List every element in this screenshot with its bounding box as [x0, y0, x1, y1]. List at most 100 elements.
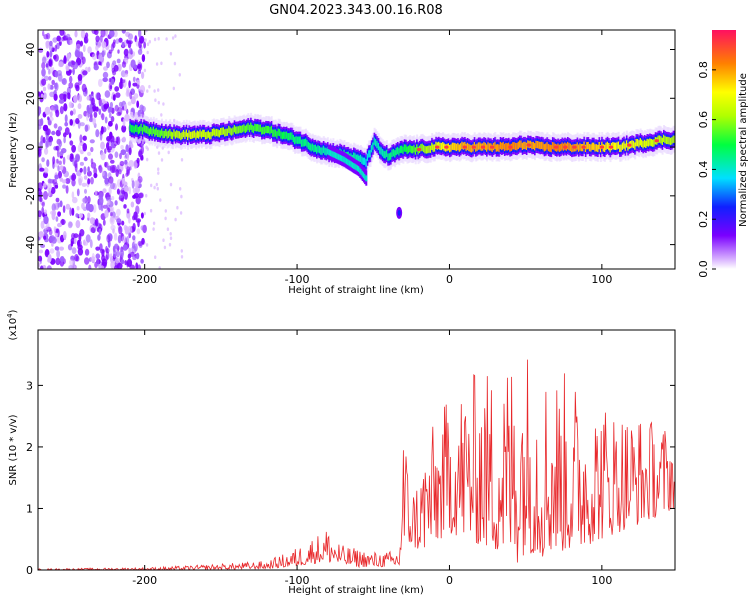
noise-speckle [108, 153, 113, 160]
sparse-speckle [171, 36, 175, 40]
noise-speckle [59, 200, 63, 208]
ridge-core [639, 138, 642, 146]
noise-speckle [119, 248, 124, 258]
ridge-core [143, 124, 146, 132]
noise-speckle [121, 235, 127, 244]
noise-speckle [63, 31, 66, 37]
branch-core [348, 159, 351, 166]
noise-speckle [45, 40, 51, 47]
sparse-speckle [145, 30, 148, 33]
noise-speckle [49, 116, 54, 122]
ridge-core [466, 142, 469, 151]
ridge-core [272, 129, 275, 137]
noise-speckle [63, 136, 66, 144]
noise-speckle [43, 92, 47, 100]
noise-speckle [64, 121, 69, 127]
ridge-core [428, 145, 431, 153]
noise-speckle [126, 208, 130, 214]
ridge-core [395, 147, 398, 156]
noise-speckle [141, 54, 146, 63]
ridge-core [609, 145, 612, 153]
ridge-core [531, 142, 534, 150]
ridge-core [561, 142, 564, 150]
noise-speckle [57, 126, 63, 132]
ridge-core [412, 146, 414, 154]
noise-speckle [111, 141, 115, 148]
noise-speckle [123, 48, 129, 57]
ridge-core [177, 131, 180, 139]
ridge-core [534, 143, 536, 151]
noise-speckle [59, 256, 65, 263]
noise-speckle [140, 37, 144, 44]
noise-speckle [84, 248, 90, 256]
ridge-core [539, 142, 542, 150]
noise-speckle [71, 60, 76, 66]
sparse-speckle [153, 185, 156, 190]
sparse-speckle [150, 183, 153, 188]
ridge-core [416, 144, 419, 152]
sparse-speckle [162, 102, 165, 106]
noise-speckle [38, 106, 42, 116]
noise-speckle [127, 253, 132, 259]
ridge-core [200, 131, 203, 139]
noise-speckle [54, 44, 58, 52]
noise-speckle [75, 43, 81, 50]
noise-speckle [40, 93, 44, 99]
ridge-core [299, 136, 302, 144]
ridge-peak [462, 145, 467, 149]
noise-speckle [138, 150, 142, 158]
ridge-core [213, 128, 216, 136]
noise-speckle [71, 207, 75, 216]
noise-speckle [55, 216, 59, 222]
noise-speckle [89, 239, 93, 249]
noise-speckle [111, 196, 115, 201]
noise-speckle [41, 157, 45, 163]
noise-speckle [87, 178, 91, 185]
ridge-core [590, 144, 593, 152]
ridge-core [252, 125, 255, 134]
noise-speckle [126, 108, 129, 115]
noise-speckle [129, 91, 133, 100]
ridge-core [255, 124, 258, 132]
sparse-speckle [146, 157, 149, 162]
sparse-speckle [144, 38, 147, 42]
ridge-core [558, 144, 561, 152]
noise-speckle [113, 39, 116, 45]
noise-speckle [126, 152, 130, 161]
sparse-speckle [169, 236, 173, 240]
noise-speckle [69, 110, 74, 116]
noise-speckle [65, 203, 71, 210]
noise-speckle [76, 188, 80, 197]
ridge-core [577, 144, 580, 152]
ridge-core [447, 143, 450, 151]
sparse-speckle [153, 37, 157, 42]
noise-speckle [95, 45, 99, 51]
noise-speckle [113, 64, 119, 72]
colorbar-tick-label: 0.0 [697, 260, 710, 278]
noise-speckle [44, 147, 49, 155]
ridge-core [571, 144, 574, 153]
noise-speckle [123, 204, 127, 209]
ridge-core [184, 131, 187, 139]
ridge-core [516, 143, 519, 151]
noise-speckle [127, 40, 132, 49]
ridge-core [318, 146, 321, 154]
ridge-core [454, 143, 457, 151]
noise-speckle [100, 152, 106, 161]
ridge-core [391, 149, 394, 157]
noise-speckle [111, 78, 115, 85]
noise-speckle [106, 61, 110, 69]
ridge-core [239, 125, 242, 133]
ridge-core [182, 129, 185, 138]
noise-speckle [97, 234, 101, 241]
sparse-speckle [155, 62, 159, 66]
ridge-core [645, 140, 648, 148]
ridge-core [421, 143, 424, 151]
spectrogram-x-axis-label: Height of straight line (km) [288, 285, 424, 296]
snr-x-ticks: -200 -100 0 100 [132, 330, 612, 587]
noise-speckle [104, 177, 110, 185]
noise-speckle [83, 36, 89, 44]
noise-speckle [42, 30, 45, 37]
ridge-core [300, 139, 303, 147]
noise-speckle [128, 160, 134, 168]
